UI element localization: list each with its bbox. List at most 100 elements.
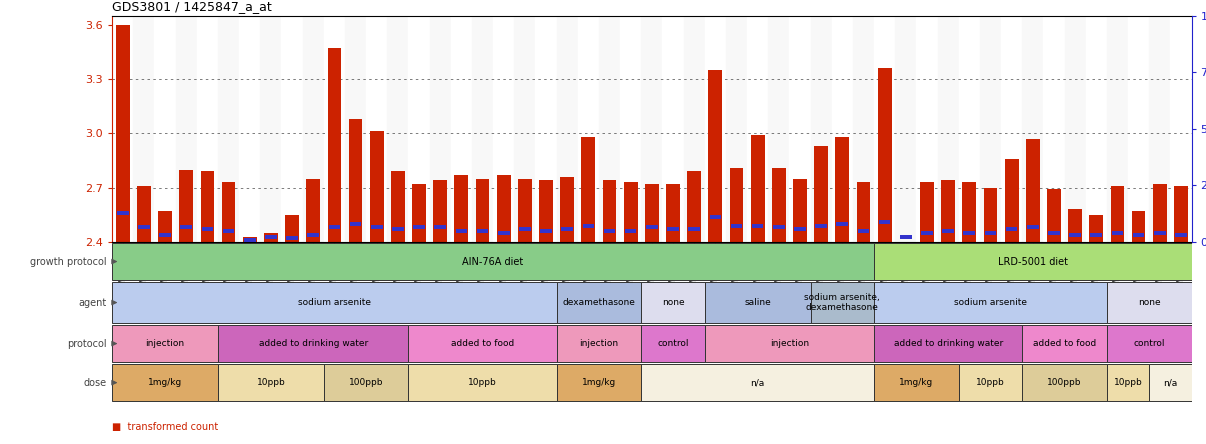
Text: none: none [1138,298,1160,307]
Bar [704,282,810,323]
Bar [349,119,363,242]
Bar [1043,16,1065,242]
Bar [200,171,215,242]
Bar [323,16,345,242]
Bar [557,325,642,362]
Bar [836,137,849,242]
Bar [367,16,387,242]
Bar [1047,190,1061,242]
Bar [1131,211,1146,242]
Bar [112,325,218,362]
Bar [959,364,1023,401]
Bar [159,233,171,237]
Bar [557,16,578,242]
Bar [879,220,890,224]
Bar [667,227,679,231]
Bar [434,226,446,230]
Text: 10ppb: 10ppb [257,378,286,387]
Bar [1089,215,1103,242]
Bar [244,238,256,242]
Bar [493,16,514,242]
Bar [1107,282,1192,323]
Bar [328,48,341,242]
Bar [1107,325,1192,362]
Bar [578,16,599,242]
Text: added to food: added to food [1032,339,1096,348]
Text: 10ppb: 10ppb [1113,378,1142,387]
Bar [218,325,409,362]
Bar [795,227,806,231]
Bar [856,182,871,242]
Text: added to drinking water: added to drinking water [258,339,368,348]
Text: 1mg/kg: 1mg/kg [900,378,933,387]
Bar [1149,364,1192,401]
Bar [1001,16,1023,242]
Bar [1111,186,1124,242]
Bar [898,242,913,255]
Bar [662,16,684,242]
Bar [498,231,509,235]
Bar [1005,159,1019,242]
Bar [540,229,552,233]
Text: 100ppb: 100ppb [1047,378,1082,387]
Bar [603,180,616,242]
Bar [519,178,532,242]
Text: growth protocol: growth protocol [30,257,107,266]
Text: control: control [657,339,689,348]
Bar [689,227,699,231]
Bar [260,16,281,242]
Bar [900,234,912,238]
Text: injection: injection [579,339,619,348]
Bar [112,282,557,323]
Bar [709,214,721,218]
Bar [112,364,218,401]
Text: added to drinking water: added to drinking water [894,339,1002,348]
Bar [387,16,409,242]
Bar [1028,226,1038,230]
Bar [937,16,959,242]
Text: dose: dose [83,378,107,388]
Bar [832,16,853,242]
Bar [921,231,932,235]
Bar [790,16,810,242]
Bar [642,364,874,401]
Bar [472,16,493,242]
Bar [959,16,980,242]
Text: control: control [1134,339,1165,348]
Text: sodium arsenite,
dexamethasone: sodium arsenite, dexamethasone [804,293,880,312]
Bar [137,226,150,230]
Bar [1175,186,1188,242]
Bar [625,229,637,233]
Bar [1132,233,1144,237]
Bar [1023,16,1043,242]
Bar [323,364,409,401]
Bar [176,16,197,242]
Bar [773,226,785,230]
Bar [134,16,154,242]
Bar [1026,139,1040,242]
Bar [687,171,701,242]
Bar [895,16,917,242]
Bar [984,188,997,242]
Text: none: none [662,298,684,307]
Bar [582,224,595,228]
Bar [941,180,955,242]
Bar [456,229,467,233]
Text: dexamethasone: dexamethasone [562,298,636,307]
Bar [414,226,425,230]
Bar [1107,364,1149,401]
Bar [747,16,768,242]
Bar [1170,16,1192,242]
Bar [218,16,239,242]
Text: AIN-76A diet: AIN-76A diet [462,257,523,266]
Text: 10ppb: 10ppb [976,378,1005,387]
Bar [222,182,235,242]
Bar [137,186,151,242]
Bar [1023,325,1107,362]
Text: added to food: added to food [451,339,514,348]
Text: 100ppb: 100ppb [349,378,384,387]
Bar [917,16,937,242]
Bar [1128,16,1149,242]
Bar [815,224,827,228]
Bar [1070,233,1081,237]
